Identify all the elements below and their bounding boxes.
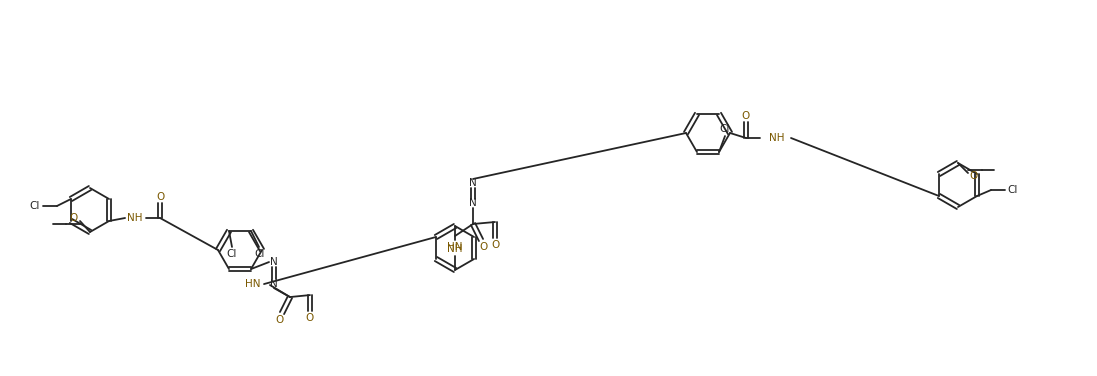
Text: O: O	[742, 111, 750, 121]
Text: NH: NH	[127, 213, 143, 223]
Text: Cl: Cl	[720, 124, 731, 134]
Text: O: O	[479, 242, 487, 252]
Text: O: O	[306, 313, 314, 323]
Text: N: N	[470, 198, 477, 208]
Text: O: O	[490, 240, 499, 250]
Text: HN: HN	[448, 242, 463, 252]
Text: N: N	[270, 257, 278, 267]
Text: Cl: Cl	[1008, 185, 1018, 195]
Text: N: N	[470, 178, 477, 188]
Text: Cl: Cl	[227, 249, 237, 259]
Text: O: O	[70, 213, 78, 223]
Text: Cl: Cl	[30, 201, 41, 211]
Text: O: O	[970, 171, 979, 181]
Text: O: O	[275, 315, 284, 325]
Text: HN: HN	[245, 279, 260, 289]
Text: O: O	[156, 192, 165, 202]
Text: Cl: Cl	[255, 249, 265, 259]
Text: NH: NH	[448, 244, 463, 254]
Text: N: N	[270, 279, 278, 289]
Text: NH: NH	[769, 133, 784, 143]
